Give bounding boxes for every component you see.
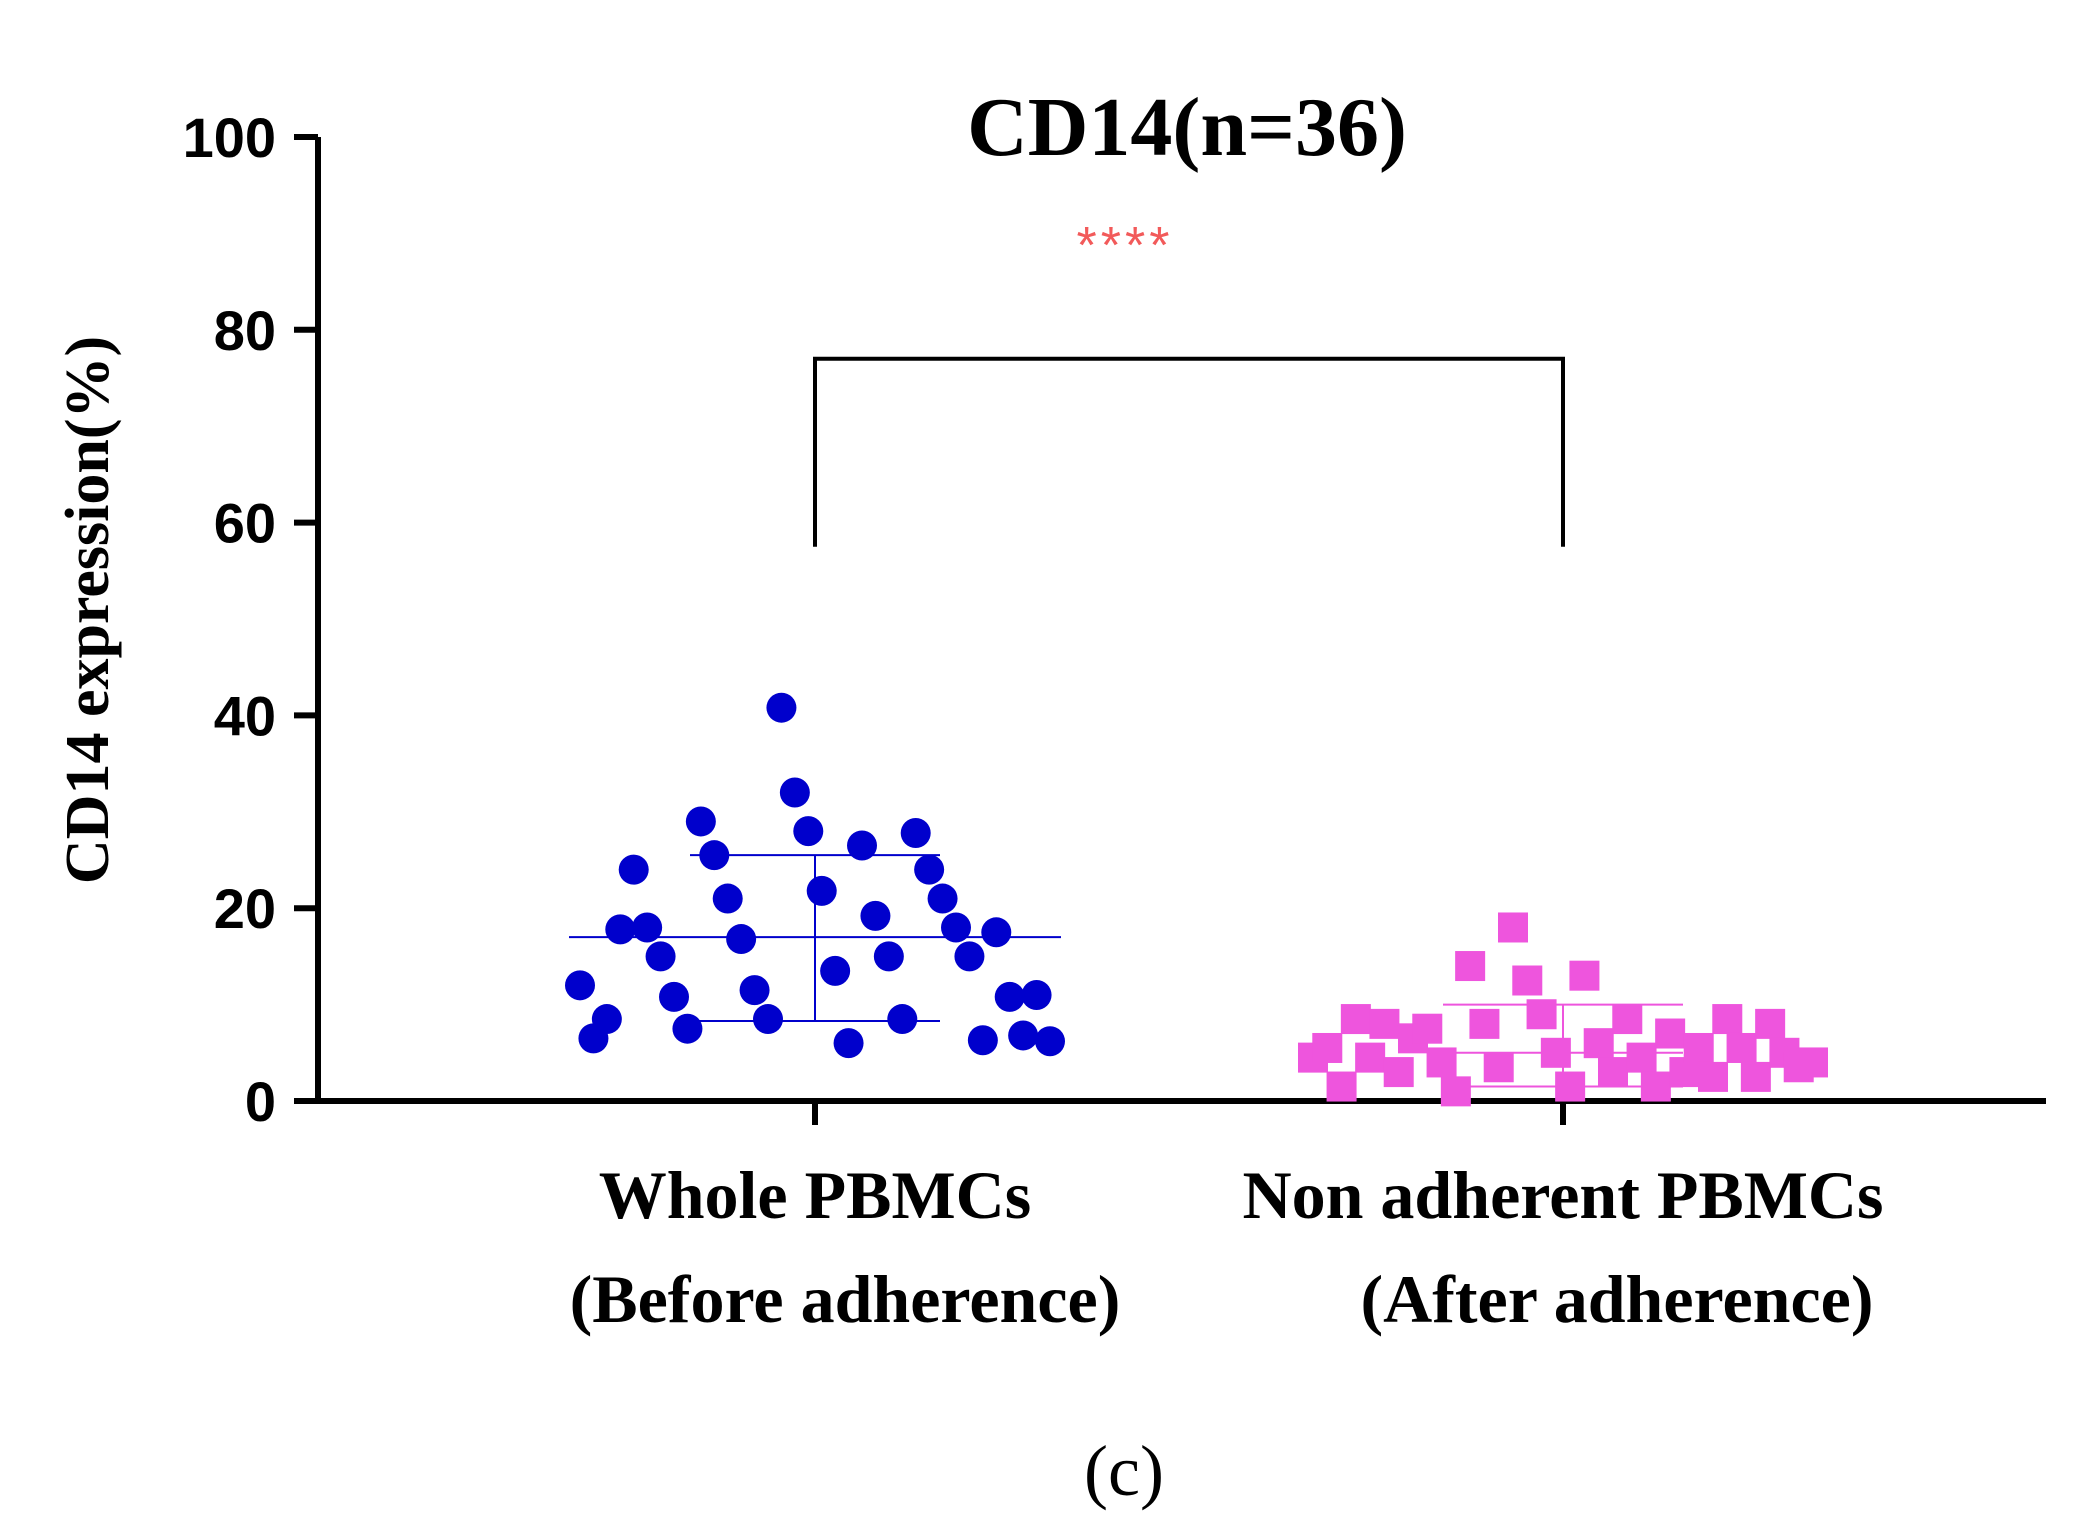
x-tick-label-non-adherent-pbmcs: Non adherent PBMCs xyxy=(1243,1157,1884,1233)
y-tick-label-100: 100 xyxy=(183,106,276,169)
x-tick-label-after-adherence: (After adherence) xyxy=(1361,1261,1874,1337)
y-tick-label-20: 20 xyxy=(214,877,276,940)
point-0-29 xyxy=(954,941,985,972)
point-1-11 xyxy=(1455,951,1486,982)
point-1-4 xyxy=(1355,1042,1386,1073)
point-0-16 xyxy=(779,777,810,808)
point-0-30 xyxy=(967,1025,998,1056)
point-0-23 xyxy=(873,941,904,972)
point-0-24 xyxy=(887,1004,918,1035)
point-1-13 xyxy=(1483,1052,1514,1083)
point-0-25 xyxy=(900,818,931,849)
x-tick-label-whole-pbmcs: Whole PBMCs xyxy=(599,1157,1032,1233)
point-1-2 xyxy=(1326,1071,1357,1102)
point-1-3 xyxy=(1340,1004,1371,1035)
point-0-22 xyxy=(860,900,891,931)
point-0-35 xyxy=(1035,1026,1065,1057)
point-0-8 xyxy=(672,1013,703,1044)
point-0-34 xyxy=(1021,979,1052,1010)
point-0-20 xyxy=(833,1028,864,1059)
point-0-13 xyxy=(739,975,770,1006)
point-1-6 xyxy=(1383,1057,1414,1088)
point-1-27 xyxy=(1683,1032,1714,1063)
point-0-31 xyxy=(981,917,1012,948)
y-tick-label-40: 40 xyxy=(214,684,276,747)
y-axis-ticks: 0 20 40 60 80 100 xyxy=(183,106,318,1133)
point-1-16 xyxy=(1526,999,1557,1030)
data-points xyxy=(565,692,1828,1107)
significance-label: **** xyxy=(1077,217,1174,275)
point-1-31 xyxy=(1740,1061,1771,1092)
point-0-28 xyxy=(941,912,971,943)
point-1-14 xyxy=(1498,912,1528,943)
point-1-17 xyxy=(1540,1037,1571,1068)
point-1-32 xyxy=(1755,1008,1786,1039)
point-0-9 xyxy=(685,806,716,837)
point-0-14 xyxy=(753,1004,783,1035)
x-tick-label-before-adherence: (Before adherence) xyxy=(570,1261,1121,1337)
y-axis-label: CD14 expression(%) xyxy=(54,336,122,884)
point-1-5 xyxy=(1369,1008,1400,1039)
point-0-0 xyxy=(565,970,595,1001)
point-1-12 xyxy=(1469,1008,1500,1039)
x-axis-ticks xyxy=(812,1101,1566,1125)
point-1-23 xyxy=(1626,1042,1657,1073)
significance-bracket xyxy=(813,356,1565,547)
point-1-21 xyxy=(1598,1057,1628,1088)
point-1-35 xyxy=(1798,1047,1828,1078)
point-0-10 xyxy=(699,840,730,871)
point-1-28 xyxy=(1698,1061,1728,1092)
y-tick-label-80: 80 xyxy=(214,299,276,362)
point-1-9 xyxy=(1426,1047,1457,1078)
point-0-5 xyxy=(632,912,663,943)
point-0-17 xyxy=(793,816,824,847)
point-1-22 xyxy=(1612,1004,1643,1035)
point-0-27 xyxy=(927,883,958,914)
point-0-4 xyxy=(618,854,649,885)
chart-title: CD14(n=36) xyxy=(967,81,1407,174)
point-1-20 xyxy=(1583,1028,1614,1059)
point-0-21 xyxy=(847,830,877,861)
point-0-32 xyxy=(994,981,1025,1012)
point-0-6 xyxy=(645,941,676,972)
point-0-15 xyxy=(766,692,797,723)
point-1-15 xyxy=(1512,965,1543,996)
point-0-12 xyxy=(726,924,757,955)
point-0-33 xyxy=(1008,1020,1039,1051)
point-1-25 xyxy=(1655,1018,1686,1049)
point-0-2 xyxy=(591,1004,622,1035)
point-1-10 xyxy=(1440,1076,1471,1107)
point-1-8 xyxy=(1412,1013,1443,1044)
point-0-7 xyxy=(659,981,689,1012)
point-1-24 xyxy=(1640,1071,1671,1102)
point-0-26 xyxy=(914,854,945,885)
y-tick-label-60: 60 xyxy=(214,492,276,555)
panel-label: (c) xyxy=(1084,1431,1164,1511)
point-1-1 xyxy=(1312,1032,1343,1063)
point-0-19 xyxy=(820,955,851,986)
point-1-19 xyxy=(1569,960,1600,991)
point-1-18 xyxy=(1555,1071,1586,1102)
point-0-3 xyxy=(605,914,636,945)
point-1-29 xyxy=(1712,1004,1743,1035)
y-tick-label-0: 0 xyxy=(245,1070,276,1133)
point-0-18 xyxy=(806,875,837,906)
point-1-30 xyxy=(1726,1032,1757,1063)
point-0-11 xyxy=(712,883,743,914)
